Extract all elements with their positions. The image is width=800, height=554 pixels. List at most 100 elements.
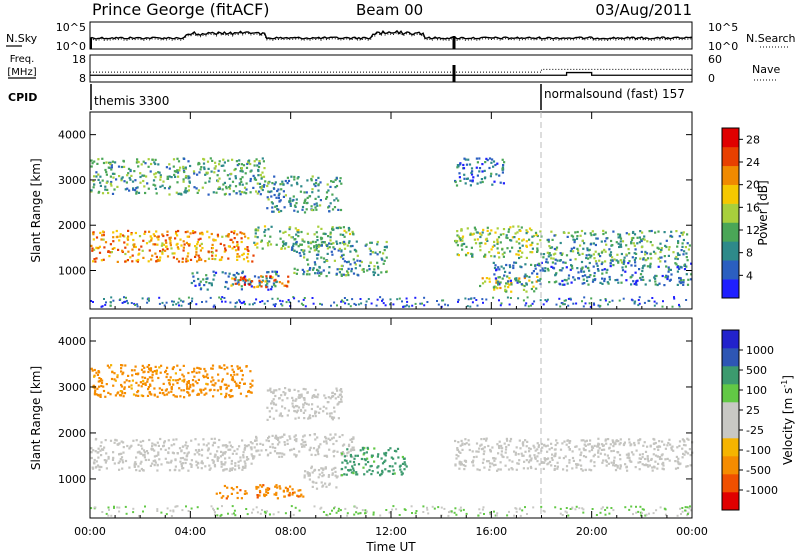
power-cell [288,301,291,304]
velocity-cell [571,467,574,470]
velocity-cell [140,368,144,371]
power-cell [161,233,164,236]
power-cell [619,240,622,243]
power-cell [487,233,490,236]
power-cell [333,199,336,202]
power-cell [134,231,137,235]
power-cell [649,252,652,255]
velocity-cell [338,401,341,404]
velocity-cell [230,459,233,463]
power-cell [134,189,137,192]
power-cell [260,275,263,278]
power-cell [342,226,345,229]
power-cell [174,237,177,240]
power-cell [145,175,148,178]
power-cell [678,305,681,308]
power-cell [240,302,243,305]
power-cell [212,270,215,273]
velocity-colorbar-frame [721,329,740,511]
velocity-cell [588,468,591,471]
velocity-cell [97,380,100,383]
power-cell [643,264,646,267]
velocity-cell [215,492,218,495]
power-cell [184,191,187,194]
velocity-cell [155,370,158,373]
power-cell [243,191,246,194]
power-cell [352,232,355,235]
power-cell [460,228,463,231]
power-cell [609,251,613,254]
velocity-cell [335,387,338,390]
power-cell [178,297,181,300]
power-cell [517,238,521,241]
velocity-cell [254,439,257,442]
velocity-cell [546,444,549,447]
velocity-cell [137,394,140,397]
power-cell [112,176,115,179]
velocity-cell [238,445,241,448]
velocity-cell [150,448,153,451]
velocity-cell [340,467,344,471]
power-cell [559,305,562,308]
power-cell [665,274,668,277]
power-cell [177,247,180,250]
power-cell [685,252,688,255]
power-cell [372,273,375,277]
power-cell [295,202,298,205]
velocity-cell [314,438,317,441]
power-cell [305,273,309,276]
power-cell [109,304,112,307]
velocity-cell [332,467,335,470]
velocity-cell [221,378,224,381]
power-cell [482,301,484,304]
velocity-cell [269,445,272,448]
power-cell [336,268,339,271]
power-cell [369,249,372,252]
power-cell [295,198,298,201]
velocity-cell [403,461,406,464]
power-cell [204,173,207,176]
velocity-cell [460,461,463,464]
velocity-cell [297,489,300,492]
power-cell [648,279,651,282]
velocity-cell [120,370,123,373]
velocity-cell [229,467,232,470]
velocity-cell [554,465,557,468]
power-cell [389,298,392,301]
velocity-cell [223,484,226,488]
velocity-cell [381,469,384,472]
power-cell [634,257,637,260]
velocity-cell [345,454,348,457]
velocity-cell [196,466,200,469]
power-cell [210,232,213,236]
power-cell [331,193,334,196]
power-cell [134,179,137,182]
power-cell [634,271,637,274]
power-cell [155,230,158,233]
velocity-cell [627,452,630,455]
velocity-cell [277,438,280,442]
velocity-cell [553,448,556,451]
velocity-cell [659,506,662,509]
power-cell [660,256,663,259]
power-cell [671,305,674,308]
velocity-cell [274,394,277,398]
velocity-cell [498,440,501,443]
velocity-cell [524,506,526,509]
velocity-cell [551,458,554,461]
power-cell [276,297,279,300]
power-cell [199,249,202,252]
power-cell [685,265,688,268]
power-cell [355,250,358,253]
velocity-cell [533,446,536,449]
velocity-cell [171,367,174,370]
velocity-cell [682,439,685,442]
velocity-cell [606,454,609,457]
power-cell [664,276,667,279]
power-cell [555,303,558,306]
power-cell [470,246,473,249]
power-cell [329,236,332,239]
power-cell [235,192,238,195]
velocity-cell [108,508,110,511]
y-tick-label: 1000 [58,473,86,486]
